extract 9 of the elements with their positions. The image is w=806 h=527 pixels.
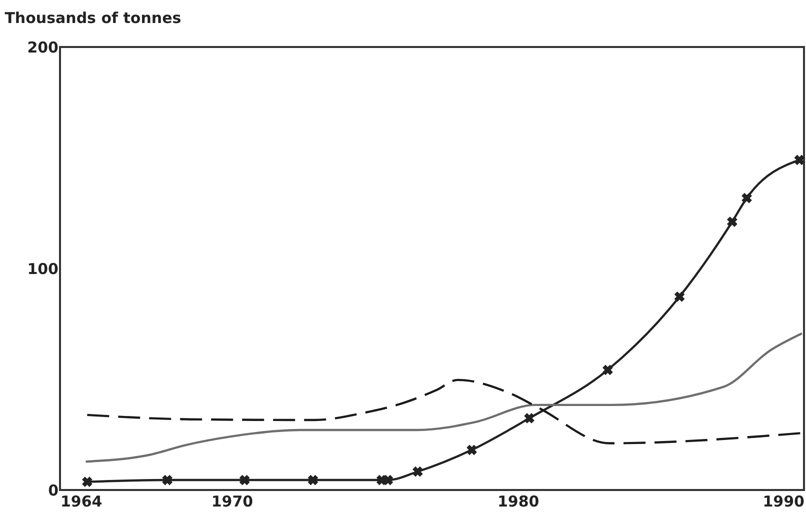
x-tick-label: 1964 xyxy=(60,492,102,510)
y-tick-label: 0 xyxy=(48,482,58,500)
y-tick-label: 200 xyxy=(27,38,58,56)
y-axis-title: Thousands of tonnes xyxy=(4,9,182,27)
line-series xyxy=(84,332,804,463)
x-tick-label: 1990 xyxy=(762,492,804,510)
y-tick-label: 100 xyxy=(27,260,58,278)
x-tick-label: 1970 xyxy=(211,492,254,510)
x-tick-label: 1980 xyxy=(497,492,540,510)
